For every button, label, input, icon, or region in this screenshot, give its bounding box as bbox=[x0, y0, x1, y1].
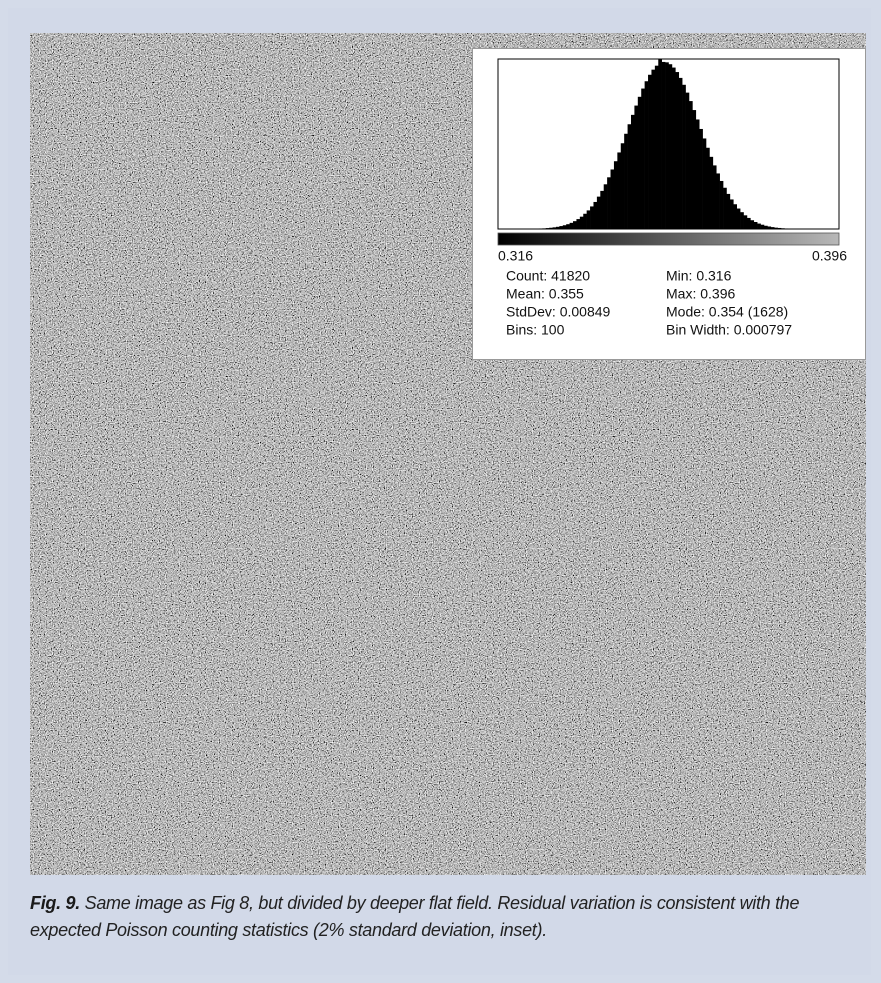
stat: Bins: 100 bbox=[506, 322, 565, 338]
histogram-bar bbox=[750, 220, 754, 229]
histogram-bar bbox=[733, 204, 737, 229]
histogram-bar bbox=[621, 143, 625, 229]
histogram-bar bbox=[709, 157, 713, 229]
histogram-bar bbox=[614, 161, 618, 229]
histogram-bar bbox=[703, 138, 707, 229]
histogram-bar bbox=[747, 218, 751, 229]
histogram-bar bbox=[720, 181, 724, 229]
histogram-bar bbox=[726, 194, 730, 229]
histogram-bar bbox=[754, 222, 758, 229]
histogram-bar bbox=[631, 115, 635, 229]
histogram-bar bbox=[563, 225, 567, 229]
histogram-bar bbox=[689, 101, 693, 229]
histogram-bar bbox=[580, 217, 584, 229]
histogram-bar bbox=[600, 191, 604, 229]
caption-text: Same image as Fig 8, but divided by deep… bbox=[30, 893, 799, 940]
page: 0.316 0.396 Count: 41820 Mean: 0.355 Std… bbox=[0, 0, 881, 983]
histogram-bar bbox=[669, 64, 673, 229]
stat: Mode: 0.354 (1628) bbox=[666, 304, 788, 320]
histogram-bar bbox=[699, 129, 703, 229]
histogram-bar bbox=[597, 197, 601, 229]
histogram-bar bbox=[648, 75, 652, 229]
histogram-bar bbox=[761, 225, 765, 229]
stat: StdDev: 0.00849 bbox=[506, 304, 611, 320]
histogram-bar bbox=[570, 223, 574, 229]
histogram-bar bbox=[590, 206, 594, 229]
histogram-inset: 0.316 0.396 Count: 41820 Mean: 0.355 Std… bbox=[472, 48, 866, 360]
histogram-bar bbox=[686, 93, 690, 229]
stat: Count: 41820 bbox=[506, 268, 590, 284]
histogram-bar bbox=[593, 202, 597, 229]
histogram-bar bbox=[624, 134, 628, 229]
histogram-bar bbox=[583, 214, 587, 229]
histogram-bar bbox=[662, 62, 666, 229]
histogram-bar bbox=[658, 59, 662, 229]
histogram-bar bbox=[723, 188, 727, 229]
histogram-bar bbox=[651, 70, 655, 229]
histogram-bar bbox=[607, 177, 611, 229]
intensity-ramp bbox=[498, 233, 839, 245]
histogram-bar bbox=[576, 219, 580, 229]
stat: Max: 0.396 bbox=[666, 286, 735, 302]
histogram-bar bbox=[740, 212, 744, 229]
histogram-bar bbox=[604, 184, 608, 229]
histogram-bar bbox=[655, 66, 659, 229]
histogram-bar bbox=[566, 224, 570, 229]
range-max: 0.396 bbox=[812, 248, 847, 264]
histogram-bar bbox=[744, 215, 748, 229]
histogram-bar bbox=[692, 110, 696, 229]
histogram-bar bbox=[757, 224, 761, 229]
histogram-bar bbox=[638, 97, 642, 229]
histogram-bar bbox=[617, 152, 621, 229]
histogram-bar bbox=[675, 72, 679, 229]
histogram-bar bbox=[573, 221, 577, 229]
histogram-bar bbox=[706, 148, 710, 229]
histogram-bar bbox=[645, 81, 649, 229]
histogram-bar bbox=[696, 119, 700, 229]
histogram-bar bbox=[587, 210, 591, 229]
caption: Fig. 9. Same image as Fig 8, but divided… bbox=[30, 890, 870, 944]
histogram-bar bbox=[611, 169, 615, 229]
histogram-bar bbox=[641, 89, 645, 229]
histogram-plot bbox=[518, 59, 805, 229]
range-min: 0.316 bbox=[498, 248, 533, 264]
histogram-bar bbox=[713, 165, 717, 229]
histogram-bar bbox=[737, 209, 741, 229]
histogram-bar bbox=[628, 124, 632, 229]
stat: Mean: 0.355 bbox=[506, 286, 584, 302]
histogram-bar bbox=[634, 106, 638, 229]
histogram-bar bbox=[716, 173, 720, 229]
caption-label: Fig. 9. bbox=[30, 893, 80, 913]
histogram-bar bbox=[682, 85, 686, 229]
stat: Bin Width: 0.000797 bbox=[666, 322, 792, 338]
stat: Min: 0.316 bbox=[666, 268, 732, 284]
histogram-bar bbox=[665, 62, 669, 229]
histogram-bar bbox=[730, 199, 734, 229]
histogram-bar bbox=[672, 68, 676, 229]
histogram-bar bbox=[679, 78, 683, 229]
histogram-panel: 0.316 0.396 Count: 41820 Mean: 0.355 Std… bbox=[473, 49, 865, 359]
